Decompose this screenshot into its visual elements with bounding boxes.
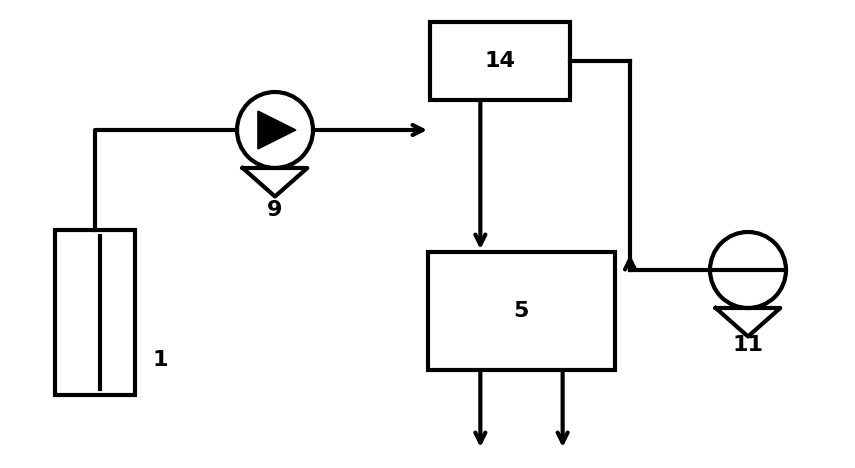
Text: 9: 9 [268,200,283,220]
Bar [55,230,135,395]
Text: 14: 14 [485,51,516,71]
Polygon shape [258,111,296,149]
Bar [430,22,570,100]
Text: 5: 5 [513,301,528,321]
Text: 1: 1 [152,350,168,370]
Text: 11: 11 [733,335,764,355]
Bar [428,252,615,370]
